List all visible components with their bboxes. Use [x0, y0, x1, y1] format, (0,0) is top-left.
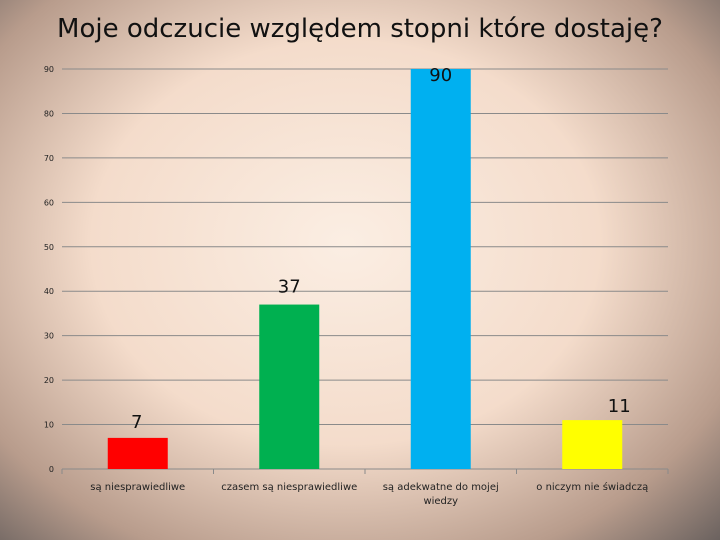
bar	[562, 420, 623, 469]
category-label: o niczym nie świadczą	[536, 481, 648, 493]
bar	[410, 69, 471, 469]
data-label: 7	[131, 412, 142, 433]
y-tick-label: 80	[44, 109, 54, 118]
y-tick-label: 10	[44, 421, 54, 430]
category-label: są niesprawiedliwe	[90, 482, 185, 493]
y-tick-label: 40	[44, 287, 54, 296]
data-label: 37	[278, 277, 301, 298]
data-label: 90	[429, 65, 452, 86]
y-tick-label: 0	[49, 465, 54, 474]
y-tick-label: 30	[44, 332, 54, 341]
category-label: wiedzy	[423, 496, 458, 507]
category-label: są adekwatne do mojej	[383, 482, 499, 493]
y-tick-label: 60	[44, 198, 54, 207]
category-label: czasem są niesprawiedliwe	[221, 482, 357, 493]
y-tick-label: 50	[44, 243, 54, 252]
y-tick-label: 70	[44, 154, 54, 163]
bar	[107, 437, 168, 469]
data-label: 11	[608, 396, 631, 417]
y-tick-label: 20	[44, 376, 54, 385]
chart-title: Moje odczucie względem stopni które dost…	[57, 14, 663, 44]
bar	[259, 304, 320, 469]
y-tick-label: 90	[44, 65, 54, 74]
